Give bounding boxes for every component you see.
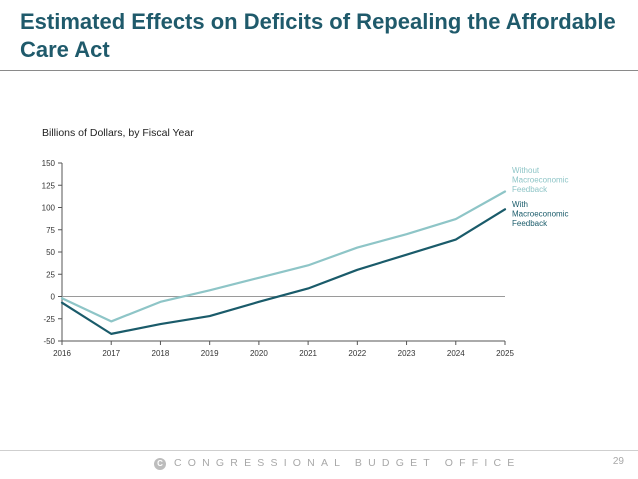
x-tick-label: 2023 <box>398 349 416 358</box>
x-tick-label: 2024 <box>447 349 465 358</box>
series-label-line: Macroeconomic <box>512 176 568 185</box>
series-label-line: With <box>512 200 528 209</box>
slide-title: Estimated Effects on Deficits of Repeali… <box>20 9 616 62</box>
series-label-line: Macroeconomic <box>512 210 568 219</box>
y-tick-label: 125 <box>42 181 56 190</box>
series-line-2 <box>60 208 507 335</box>
x-tick-label: 2017 <box>102 349 120 358</box>
x-tick-label: 2018 <box>152 349 170 358</box>
x-tick-label: 2021 <box>299 349 317 358</box>
y-tick-label: 25 <box>46 270 55 279</box>
x-tick-label: 2019 <box>201 349 219 358</box>
y-tick-label: -25 <box>43 315 55 324</box>
series-label-1: Without Macroeconomic Feedback <box>512 166 568 194</box>
series-label-line: Without <box>512 166 540 175</box>
y-tick-label: 50 <box>46 248 55 257</box>
x-tick-label: 2016 <box>53 349 71 358</box>
x-tick-label: 2020 <box>250 349 268 358</box>
series-layer <box>60 190 507 335</box>
page-number: 29 <box>612 456 624 467</box>
series-label-2: With Macroeconomic Feedback <box>512 200 568 228</box>
footer-organization: CONGRESSIONAL BUDGET OFFICE <box>174 457 521 469</box>
footer-divider <box>0 450 638 451</box>
series-label-line: Feedback <box>512 219 548 228</box>
y-tick-label: 75 <box>46 226 55 235</box>
x-tick-label: 2025 <box>496 349 514 358</box>
x-tick-label: 2022 <box>348 349 366 358</box>
title-divider <box>0 70 638 71</box>
y-tick-label: 100 <box>42 204 56 213</box>
chart-units-label: Billions of Dollars, by Fiscal Year <box>42 127 194 139</box>
cbo-logo-icon: C <box>154 458 166 470</box>
series-line-1 <box>60 190 507 323</box>
y-tick-label: -50 <box>43 337 55 346</box>
axis-layer: 150 125 100 75 50 25 0 -25 -50 2016 2017 2018 2019 20… <box>42 159 515 358</box>
y-tick-label: 0 <box>51 293 56 302</box>
series-label-line: Feedback <box>512 185 548 194</box>
y-tick-label: 150 <box>42 159 56 168</box>
